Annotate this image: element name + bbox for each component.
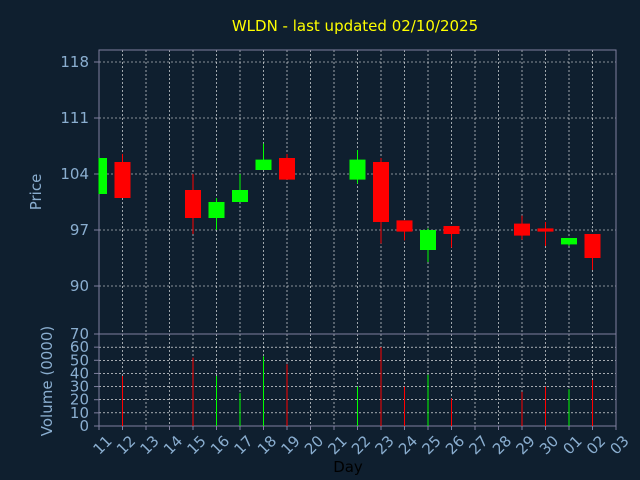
candle-body [537, 228, 554, 232]
candle-body [255, 159, 272, 170]
x-tick-label: 16 [207, 432, 233, 458]
chart-title: WLDN - last updated 02/10/2025 [232, 17, 478, 35]
x-ticks: 1112131415161718192021222324252627282930… [90, 426, 633, 458]
candle-body [99, 158, 107, 194]
volume-tick-label: 40 [70, 364, 89, 382]
candle-body [373, 162, 389, 222]
candle-22 [349, 150, 366, 184]
price-y-axis-label: Price [27, 174, 45, 211]
candle-19 [279, 154, 295, 180]
x-tick-label: 29 [513, 432, 539, 458]
volume-tick-label: 20 [70, 391, 89, 409]
price-tick-label: 97 [70, 221, 89, 239]
x-tick-label: 18 [254, 432, 280, 458]
candle-body [561, 238, 577, 245]
candle-24 [396, 220, 413, 241]
x-tick-label: 25 [419, 432, 445, 458]
candle-30 [537, 222, 554, 246]
x-tick-label: 22 [348, 432, 374, 458]
candle-15 [185, 174, 201, 234]
price-grid [99, 50, 616, 334]
price-tick-label: 90 [70, 277, 89, 295]
x-tick-label: 27 [466, 432, 492, 458]
x-tick-label: 23 [372, 432, 398, 458]
candles [98, 143, 601, 270]
candle-body [420, 230, 436, 250]
candle-29 [514, 215, 530, 240]
volume-tick-label: 70 [70, 325, 89, 343]
x-axis-label: Day [333, 458, 363, 476]
candle-body [349, 159, 366, 180]
candle-01 [561, 238, 577, 246]
candle-body [514, 223, 530, 236]
candle-16 [208, 198, 225, 230]
x-tick-label: 11 [90, 432, 116, 458]
price-tick-label: 104 [60, 165, 89, 183]
candle-25 [420, 228, 436, 262]
candle-body [396, 220, 413, 232]
x-tick-label: 12 [113, 432, 139, 458]
x-tick-label: 24 [395, 432, 421, 458]
candle-body [208, 202, 225, 218]
candle-body [443, 226, 460, 234]
candle-body [232, 190, 248, 202]
price-tick-label: 111 [60, 109, 89, 127]
candle-body [114, 162, 131, 198]
volume-tick-label: 0 [79, 417, 89, 435]
x-tick-label: 26 [442, 432, 468, 458]
candle-body [279, 158, 295, 180]
price-y-ticks: 90 97 104 111 118 [60, 53, 99, 295]
x-tick-label: 15 [184, 432, 210, 458]
x-tick-label: 03 [607, 432, 633, 458]
candle-18 [255, 143, 272, 170]
x-tick-label: 01 [560, 432, 586, 458]
candle-23 [373, 158, 389, 244]
x-tick-label: 17 [231, 432, 257, 458]
x-tick-label: 30 [536, 432, 562, 458]
candle-body [584, 234, 601, 258]
volume-bars [122, 347, 593, 426]
volume-y-axis-label: Volume (0000) [38, 326, 56, 436]
volume-tick-label: 60 [70, 338, 89, 356]
candle-12 [114, 154, 131, 198]
volume-tick-label: 30 [70, 378, 89, 396]
x-tick-label: 21 [325, 432, 351, 458]
candle-body [185, 190, 201, 218]
price-tick-label: 118 [60, 53, 89, 71]
x-tick-label: 02 [583, 432, 609, 458]
x-tick-label: 19 [278, 432, 304, 458]
candle-17 [232, 174, 248, 202]
x-tick-label: 14 [160, 432, 186, 458]
volume-tick-label: 50 [70, 351, 89, 369]
x-tick-label: 20 [301, 432, 327, 458]
candle-02 [584, 234, 601, 270]
candle-26 [443, 226, 460, 248]
x-tick-label: 13 [137, 432, 163, 458]
volume-tick-label: 10 [70, 404, 89, 422]
x-tick-label: 28 [489, 432, 515, 458]
candle-11 [98, 158, 107, 194]
